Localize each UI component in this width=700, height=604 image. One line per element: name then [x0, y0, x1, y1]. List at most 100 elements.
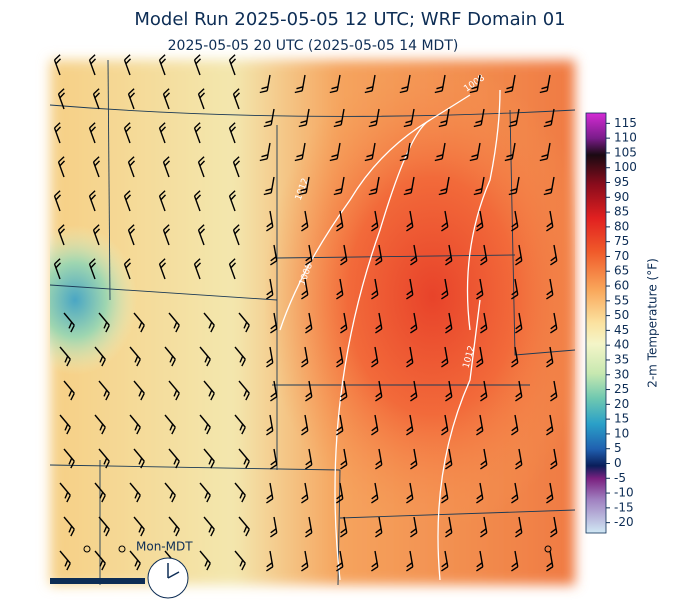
barb-flag — [233, 224, 240, 231]
barb-flag — [263, 124, 272, 128]
barb-flag — [515, 464, 523, 470]
barb-staff — [546, 74, 551, 91]
barb-flag — [199, 160, 206, 167]
wind-barb — [375, 312, 383, 334]
wind-barb — [199, 482, 211, 503]
barb-staff — [444, 346, 449, 363]
barb-flag — [136, 426, 141, 435]
barb-flag — [129, 228, 136, 235]
barb-flag — [476, 362, 484, 368]
colorbar-tick-label: 20 — [614, 397, 629, 411]
wind-barb — [438, 176, 450, 196]
barb-flag — [545, 188, 553, 192]
barb-flag — [550, 392, 557, 398]
barb-staff — [511, 142, 516, 159]
barb-staff — [127, 161, 135, 178]
barb-staff — [133, 380, 145, 394]
wind-barb — [340, 380, 348, 402]
barb-flag — [546, 494, 553, 500]
barb-flag — [401, 154, 409, 158]
barb-flag — [543, 124, 552, 128]
barb-flag — [160, 194, 167, 201]
barb-flag — [300, 120, 308, 124]
barb-flag — [301, 562, 308, 568]
barb-staff — [305, 108, 310, 125]
wind-barb — [550, 448, 558, 470]
barb-staff — [199, 550, 211, 564]
barb-flag — [410, 256, 417, 262]
wind-barb — [305, 516, 313, 538]
barb-flag — [371, 226, 379, 232]
wind-barb — [98, 312, 110, 333]
barb-staff — [518, 380, 523, 397]
wind-barb — [375, 244, 383, 266]
barb-flag — [371, 494, 378, 500]
wind-barb — [511, 482, 519, 504]
wind-barb — [203, 448, 215, 469]
barb-flag — [406, 498, 414, 504]
barb-flag — [68, 457, 73, 465]
barb-flag — [441, 362, 449, 368]
barb-staff — [232, 93, 240, 110]
barb-flag — [140, 460, 145, 469]
wind-barb — [193, 258, 202, 280]
barb-flag — [366, 154, 374, 158]
isobars — [279, 89, 501, 581]
barb-staff — [413, 448, 418, 465]
barb-staff — [448, 244, 453, 261]
barb-flag — [101, 358, 106, 367]
barb-flag — [305, 528, 312, 534]
barb-staff — [308, 380, 313, 397]
barb-flag — [445, 392, 452, 398]
barb-flag — [375, 260, 383, 266]
barb-flag — [508, 192, 517, 196]
barb-flag — [511, 498, 519, 504]
barb-flag — [550, 464, 558, 470]
barb-flag — [194, 122, 201, 129]
wind-barb — [199, 346, 211, 367]
wind-barb — [329, 74, 341, 94]
colorbar-tick-label: 70 — [614, 249, 629, 263]
wind-barb — [445, 448, 453, 470]
barb-flag — [66, 426, 71, 435]
barb-staff — [129, 346, 141, 360]
barb-flag — [175, 392, 180, 401]
barb-staff — [273, 380, 278, 397]
barb-flag — [105, 460, 110, 469]
barb-staff — [304, 346, 309, 363]
barb-flag — [480, 464, 488, 470]
barb-flag — [506, 86, 514, 90]
barb-flag — [406, 566, 414, 572]
barb-staff — [88, 127, 96, 144]
barb-staff — [308, 516, 313, 533]
wind-barb — [550, 244, 558, 266]
barb-flag — [58, 224, 65, 231]
wind-barb — [511, 414, 519, 436]
wind-barb — [301, 550, 309, 572]
wind-barb — [238, 380, 250, 401]
barb-staff — [158, 263, 166, 280]
barb-flag — [410, 324, 417, 330]
barb-flag — [375, 528, 382, 534]
barb-flag — [336, 290, 343, 296]
colorbar-tick-label: 35 — [614, 352, 629, 366]
barb-flag — [375, 396, 383, 402]
wind-barb — [53, 190, 62, 212]
barb-flag — [515, 532, 523, 538]
wind-barb — [298, 108, 310, 128]
barb-staff — [518, 448, 523, 465]
colorbar-tick-label: 95 — [614, 175, 629, 189]
wind-barb — [266, 482, 274, 504]
barb-flag — [89, 54, 96, 61]
barb-flag — [243, 525, 248, 533]
barb-flag — [406, 290, 413, 296]
barb-flag — [70, 324, 75, 333]
barb-flag — [364, 90, 373, 94]
barb-staff — [409, 550, 414, 567]
barb-flag — [206, 426, 211, 435]
barb-flag — [406, 426, 413, 432]
barb-flag — [515, 328, 523, 334]
wind-barb — [266, 550, 274, 572]
barb-flag — [128, 224, 135, 231]
barb-flag — [539, 158, 548, 162]
